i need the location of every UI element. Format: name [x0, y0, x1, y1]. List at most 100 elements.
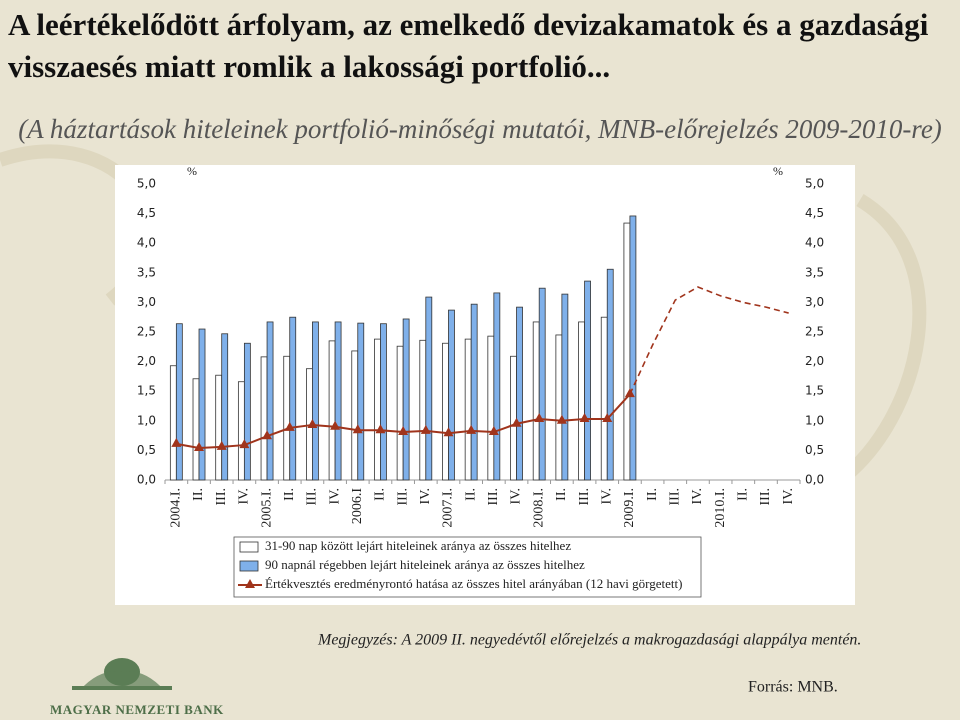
x-tick-label: IV. — [327, 488, 342, 504]
line-marker — [602, 413, 613, 423]
x-tick-label: IV. — [509, 488, 524, 504]
bar — [629, 215, 637, 481]
bar — [243, 342, 251, 481]
bar — [334, 321, 342, 481]
subtitle: (A háztartások hiteleinek portfolió-minő… — [18, 114, 942, 144]
bar — [328, 340, 336, 481]
line-marker — [556, 414, 567, 424]
forecast-line — [629, 286, 789, 395]
line-marker — [307, 418, 318, 428]
bar — [260, 356, 268, 481]
x-tick-label: IV. — [781, 488, 796, 504]
x-tick-label: III. — [395, 488, 410, 506]
x-tick-label: 2004.I. — [169, 488, 184, 528]
y2-tick-label: 1,5 — [805, 384, 824, 398]
bar — [470, 303, 478, 481]
bar — [448, 309, 455, 481]
line-marker — [375, 424, 386, 434]
bar — [532, 321, 540, 481]
x-tick-label: IV. — [237, 488, 252, 504]
legend-swatch — [239, 541, 259, 553]
line-marker — [216, 440, 227, 450]
bar — [221, 333, 229, 481]
bar — [561, 293, 569, 481]
y2-tick-label: 0,5 — [805, 443, 824, 457]
y2-tick-label: 5,0 — [805, 177, 824, 191]
y-tick-label: 2,5 — [137, 325, 156, 339]
y2-tick-label: 3,0 — [805, 295, 824, 309]
x-tick-label: 2009.I. — [622, 488, 637, 528]
y-tick-label: 3,0 — [137, 295, 156, 309]
line-marker — [194, 442, 205, 452]
bar — [169, 365, 177, 481]
bar — [289, 316, 297, 481]
x-tick-label: II. — [463, 488, 478, 501]
bar — [538, 287, 546, 481]
line-marker — [466, 424, 477, 434]
line-marker — [488, 426, 499, 436]
y-tick-label: 1,0 — [137, 413, 156, 427]
line-marker — [511, 417, 522, 427]
bar — [493, 292, 501, 481]
y-tick-label: 1,5 — [137, 384, 156, 398]
x-tick-label: IV. — [690, 488, 705, 504]
legend-label: 90 napnál régebben lejárt hiteleinek ará… — [265, 557, 585, 572]
line-marker — [239, 439, 250, 449]
logo-emblem — [72, 658, 172, 690]
bar — [487, 335, 495, 481]
y2-tick-label: 4,0 — [805, 236, 824, 250]
y-unit: % — [187, 164, 197, 178]
x-tick-label: III. — [305, 488, 320, 506]
x-tick-label: II. — [191, 488, 206, 501]
bar — [266, 321, 274, 481]
bar — [555, 334, 563, 481]
bar — [419, 339, 427, 481]
bar — [198, 328, 206, 481]
bar — [351, 350, 359, 481]
line-marker — [262, 430, 273, 440]
bar — [578, 321, 585, 481]
bar — [215, 374, 223, 481]
bar — [584, 280, 591, 481]
bar — [312, 321, 319, 481]
bar — [510, 355, 517, 481]
x-tick-label: II. — [645, 488, 660, 501]
y-tick-label: 3,5 — [137, 265, 156, 279]
x-tick-label: III. — [667, 488, 682, 506]
bar — [516, 306, 523, 481]
bar — [425, 296, 433, 481]
note: Megjegyzés: A 2009 II. negyedévtől előre… — [317, 632, 861, 649]
bar — [192, 378, 200, 481]
x-tick-label: II. — [554, 488, 569, 501]
x-tick-label: 2008.I. — [531, 488, 546, 528]
line-marker — [398, 426, 409, 436]
bar — [396, 345, 404, 481]
x-tick-label: III. — [758, 488, 773, 506]
bar — [357, 322, 365, 481]
y-tick-label: 0,0 — [137, 473, 156, 487]
x-tick-label: III. — [214, 488, 229, 506]
y2-tick-label: 0,0 — [805, 473, 824, 487]
x-tick-label: II. — [373, 488, 388, 501]
title: A leértékelődött árfolyam, az emelkedő d… — [8, 7, 929, 84]
legend-marker — [245, 579, 255, 588]
x-tick-label: 2010.I. — [713, 488, 728, 528]
y-tick-label: 2,0 — [137, 354, 156, 368]
y2-unit: % — [773, 164, 783, 178]
line-marker — [443, 427, 454, 437]
bar — [623, 222, 631, 481]
source: Forrás: MNB. — [748, 679, 838, 696]
x-tick-label: III. — [486, 488, 501, 506]
bar — [175, 323, 183, 481]
y-tick-label: 5,0 — [137, 177, 156, 191]
legend-box — [233, 536, 702, 598]
y2-tick-label: 4,5 — [805, 206, 824, 220]
bar — [380, 323, 387, 481]
bar — [464, 338, 472, 481]
line-marker — [284, 421, 295, 431]
line-marker — [352, 424, 363, 434]
line-marker — [579, 413, 590, 423]
x-tick-label: II. — [282, 488, 297, 501]
